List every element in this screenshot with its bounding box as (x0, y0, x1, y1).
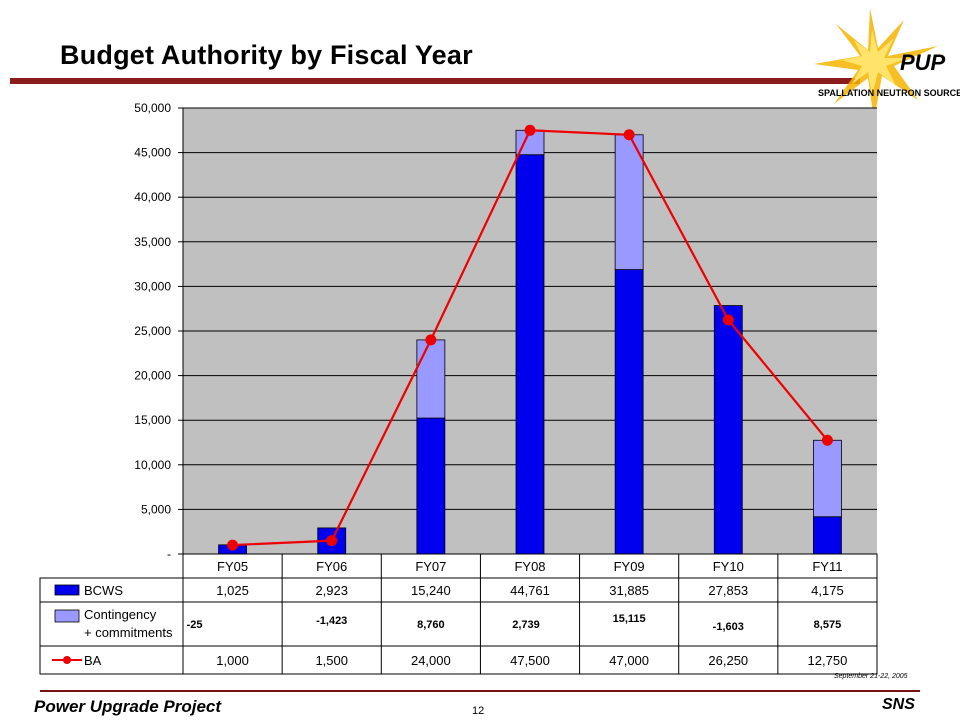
pup-logo: PUP SPALLATION NEUTRON SOURCE (814, 8, 960, 120)
logo-sns-text: SPALLATION NEUTRON SOURCE (818, 88, 960, 98)
contingency-value: 2,739 (512, 619, 540, 631)
y-axis-ticks: - 5,000 10,000 15,000 20,000 25,000 30,000 35,0… (134, 101, 184, 561)
bcws-value: 15,240 (411, 583, 451, 598)
legend-contingency-label: + commitments (84, 625, 173, 640)
y-tick-label: 25,000 (134, 324, 171, 338)
y-tick-label: - (167, 547, 171, 561)
contingency-value: -1,423 (316, 615, 347, 627)
x-tick-label: FY08 (514, 559, 545, 574)
bcws-bar (614, 269, 644, 555)
bcws-value: 1,025 (216, 583, 249, 598)
footer-project-name: Power Upgrade Project (34, 697, 222, 716)
table-body (39, 577, 878, 675)
contingency-bar (614, 134, 644, 270)
ba-point (722, 314, 734, 326)
legend-ba-label: BA (84, 653, 102, 668)
y-tick-label: 45,000 (134, 146, 171, 160)
x-tick-label: FY10 (713, 559, 744, 574)
bcws-value: 31,885 (609, 583, 649, 598)
ba-value: 26,250 (708, 653, 748, 668)
bcws-bar (416, 417, 446, 555)
y-tick-label: 5,000 (141, 502, 171, 516)
ba-value: 12,750 (808, 653, 848, 668)
x-tick-label: FY06 (316, 559, 347, 574)
y-tick-label: 10,000 (134, 458, 171, 472)
x-tick-label: FY05 (217, 559, 248, 574)
bcws-bar (515, 154, 545, 555)
logo-pup-text: PUP (900, 50, 946, 75)
legend-contingency-label: Contingency (84, 607, 157, 622)
bcws-value: 4,175 (811, 583, 844, 598)
bcws-bar (813, 516, 842, 555)
page-title: Budget Authority by Fiscal Year (60, 40, 473, 70)
page-number: 12 (472, 705, 485, 717)
ba-point (326, 535, 338, 547)
ba-point (425, 334, 437, 346)
ba-value: 47,000 (609, 653, 649, 668)
x-tick-label: FY07 (415, 559, 446, 574)
y-tick-label: 20,000 (134, 369, 171, 383)
contingency-bar (416, 339, 446, 419)
bcws-value: 2,923 (315, 583, 348, 598)
legend-ba-marker (63, 656, 71, 664)
bcws-value: 27,853 (708, 583, 748, 598)
bcws-bar (713, 305, 743, 555)
y-tick-label: 35,000 (134, 235, 171, 249)
contingency-value: 8,760 (417, 619, 445, 631)
ba-point (227, 539, 239, 551)
contingency-value: 8,575 (814, 619, 842, 631)
ba-value: 1,500 (315, 653, 348, 668)
ba-line (227, 124, 833, 551)
title-divider (10, 78, 860, 84)
ba-point (524, 124, 536, 136)
starburst-icon (814, 8, 938, 120)
y-tick-label: 30,000 (134, 279, 171, 293)
ba-point (623, 129, 635, 141)
footer-divider (40, 690, 920, 692)
ba-point (821, 434, 833, 446)
contingency-bar (813, 439, 842, 518)
contingency-value: -25 (187, 619, 203, 631)
ba-value: 47,500 (510, 653, 550, 668)
y-tick-label: 40,000 (134, 190, 171, 204)
legend-contingency-swatch (54, 609, 80, 623)
bars (218, 129, 842, 555)
footer-org: SNS (882, 696, 915, 713)
x-tick-label: FY11 (812, 559, 842, 574)
x-tick-label: FY09 (614, 559, 645, 574)
legend-bcws-label: BCWS (84, 583, 123, 598)
ba-value: 24,000 (411, 653, 451, 668)
contingency-value: 15,115 (613, 613, 646, 625)
y-tick-label: 15,000 (134, 413, 171, 427)
contingency-value: -1,603 (713, 621, 744, 633)
ba-value: 1,000 (216, 653, 249, 668)
y-tick-label: 50,000 (134, 101, 171, 115)
data-table: FY05 FY06 FY07 FY08 FY09 FY10 FY11 BCWS Continge… (39, 553, 878, 675)
bcws-value: 44,761 (510, 583, 550, 598)
legend-bcws-swatch (54, 584, 80, 596)
footer-date: September 21-22, 2005 (834, 673, 908, 680)
